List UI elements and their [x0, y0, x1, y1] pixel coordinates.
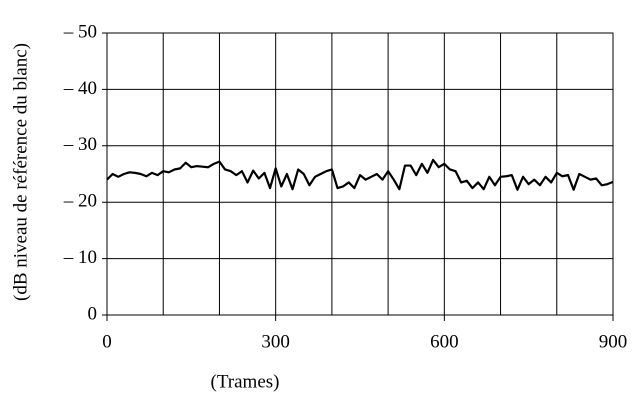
y-tick-label: – 40 — [63, 78, 97, 99]
data-line — [106, 158, 614, 191]
y-axis-label: (dB niveau de référence du blanc) — [10, 43, 31, 301]
y-tick-label: – 50 — [63, 21, 97, 42]
x-tick-label: 600 — [430, 331, 459, 352]
y-tick-label: – 20 — [63, 191, 97, 212]
x-tick-label: 300 — [261, 331, 290, 352]
plot-frame — [106, 32, 614, 316]
y-tick-label: 0 — [88, 303, 98, 324]
y-tick-label: – 10 — [63, 247, 97, 268]
y-tick-label: – 30 — [63, 134, 97, 155]
x-tick-label: 0 — [102, 331, 112, 352]
x-axis-label: (Trames) — [211, 371, 280, 392]
x-tick-label: 900 — [599, 331, 628, 352]
